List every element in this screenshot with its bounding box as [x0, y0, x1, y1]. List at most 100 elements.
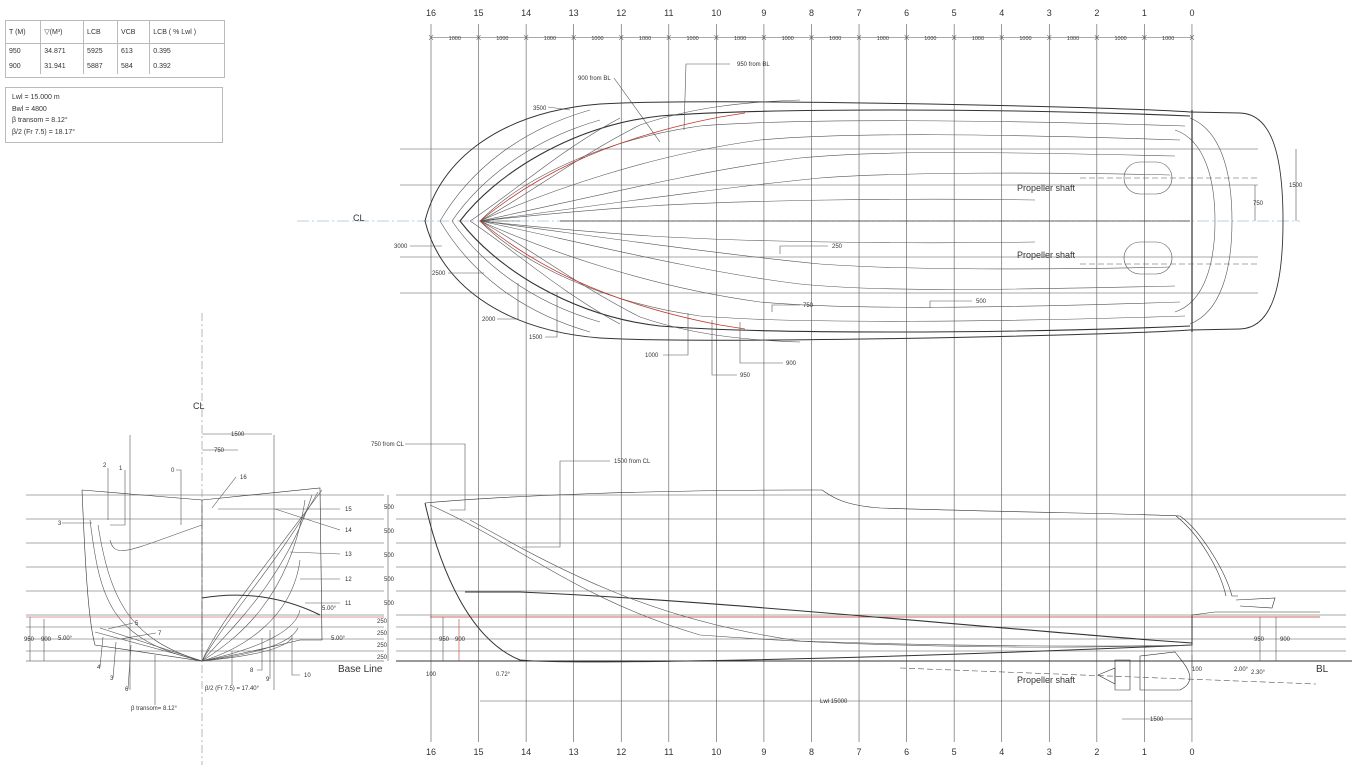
station-label: 8	[250, 668, 254, 674]
table-cell: 34.871	[40, 43, 84, 59]
station-spacing-label: 1000	[924, 36, 936, 42]
fwd-section	[201, 491, 319, 662]
wl-spacing: 500	[384, 529, 395, 535]
station-number-top: 11	[664, 8, 673, 18]
station-spacing-label: 1000	[1114, 36, 1126, 42]
leader-line	[112, 641, 117, 679]
param-beta-transom: β transom = 8.12°	[12, 117, 68, 124]
angle-label: 5.00°	[331, 636, 346, 642]
plan-buttock	[479, 220, 801, 343]
fwd-section	[201, 627, 299, 662]
plan-aft-body	[1189, 117, 1233, 325]
station-label: 15	[345, 507, 352, 513]
profile-deck-step	[1235, 597, 1276, 609]
station-number-bottom: 0	[1189, 747, 1194, 757]
table-cell: 5887	[83, 59, 118, 74]
table-cell: 0.395	[149, 43, 224, 59]
station-number-bottom: 8	[809, 747, 814, 757]
label-2000: 2000	[482, 317, 496, 323]
plan-buttock	[469, 220, 621, 325]
profile-900: 900	[455, 637, 466, 643]
station-number-bottom: 14	[521, 747, 531, 757]
profile-950: 950	[439, 637, 450, 643]
wl-950-label: 950	[24, 637, 35, 643]
aft-section	[89, 519, 203, 662]
station-spacing-label: 1000	[544, 36, 556, 42]
leader-line	[779, 245, 828, 254]
label-1500: 1500	[529, 335, 543, 341]
station-label: 9	[266, 677, 270, 683]
profile-sheer	[424, 489, 1238, 597]
angle-230: 2.30°	[1251, 670, 1266, 676]
propeller-shaft-label-upper: Propeller shaft	[1017, 183, 1076, 193]
table-cell: 950	[9, 48, 21, 55]
station-number-top: 10	[711, 8, 721, 18]
station-spacing-label: 1000	[1019, 36, 1031, 42]
station-number-top: 7	[857, 8, 862, 18]
station-number-bottom: 2	[1094, 747, 1099, 757]
fwd-section	[201, 499, 306, 662]
station-number-bottom: 10	[711, 747, 721, 757]
station-number-bottom: 9	[761, 747, 766, 757]
fwd-section	[201, 494, 313, 662]
col-draft: T (M)	[6, 21, 41, 44]
leader-line	[110, 470, 126, 526]
station-label: 4	[97, 665, 101, 671]
label-900-from-bl: 900 from BL	[578, 76, 611, 82]
station-number-top: 5	[952, 8, 957, 18]
station-spacing-label: 1000	[1162, 36, 1174, 42]
station-label: 10	[304, 673, 311, 679]
aft-section	[99, 627, 203, 662]
leader-line	[711, 320, 737, 376]
label-950: 950	[740, 373, 751, 379]
table-cell: 5925	[83, 43, 118, 59]
station-number-bottom: 13	[569, 747, 579, 757]
label-750: 750	[803, 303, 814, 309]
profile-view	[396, 443, 1352, 720]
station-number-top: 4	[999, 8, 1004, 18]
profile-buttock	[429, 504, 1193, 648]
wl-spacing: 250	[377, 619, 388, 625]
plan-buttock	[479, 99, 801, 222]
leader-line	[211, 476, 237, 509]
propeller	[1114, 659, 1131, 691]
leader-line	[771, 304, 800, 312]
profile-buttock	[469, 519, 1193, 647]
label-1000: 1000	[645, 353, 659, 359]
station-number-top: 1	[1142, 8, 1147, 18]
body-plan-labels: CL 1500 750 2 1 0 3 5 7 4 3 6 16 15 14 1…	[24, 401, 395, 712]
leader-line	[291, 635, 300, 676]
station-number-top: 6	[904, 8, 909, 18]
station-spacing-label: 1000	[449, 36, 461, 42]
base-line-label: Base Line	[338, 664, 383, 675]
station-label: 13	[345, 552, 352, 558]
profile-transom	[1175, 515, 1227, 597]
station-number-top: 12	[616, 8, 626, 18]
propeller-hub	[1097, 667, 1116, 685]
bl-label: BL	[1316, 664, 1329, 675]
station-label: 1	[119, 466, 123, 472]
wl-spacing: 250	[377, 631, 388, 637]
station-spacing-label: 1000	[639, 36, 651, 42]
aft-section	[97, 524, 203, 662]
fwd-section	[201, 559, 301, 662]
label-1500-from-cl: 1500 from CL	[614, 459, 651, 465]
table-cell: 900	[9, 63, 21, 70]
propeller-shaft-label-lower: Propeller shaft	[1017, 250, 1076, 260]
station-spacing-label: 1000	[496, 36, 508, 42]
station-number-top: 14	[521, 8, 531, 18]
stern-900: 900	[1280, 637, 1291, 643]
param-bwl: Bwl = 4800	[12, 105, 47, 113]
plan-transom-outer	[1189, 111, 1284, 331]
station-spacing-label: 1000	[734, 36, 746, 42]
leader-line	[497, 283, 519, 320]
plan-buttock	[439, 220, 591, 333]
station-number-top: 0	[1189, 8, 1194, 18]
label-shaft-width: 1500	[1289, 183, 1303, 189]
param-lwl: Lwl = 15.000 m	[12, 94, 60, 101]
table-cell: 31.941	[40, 59, 84, 74]
station-label: 5	[135, 621, 139, 627]
station-label: 2	[103, 463, 107, 469]
plan-buttock	[469, 117, 621, 222]
